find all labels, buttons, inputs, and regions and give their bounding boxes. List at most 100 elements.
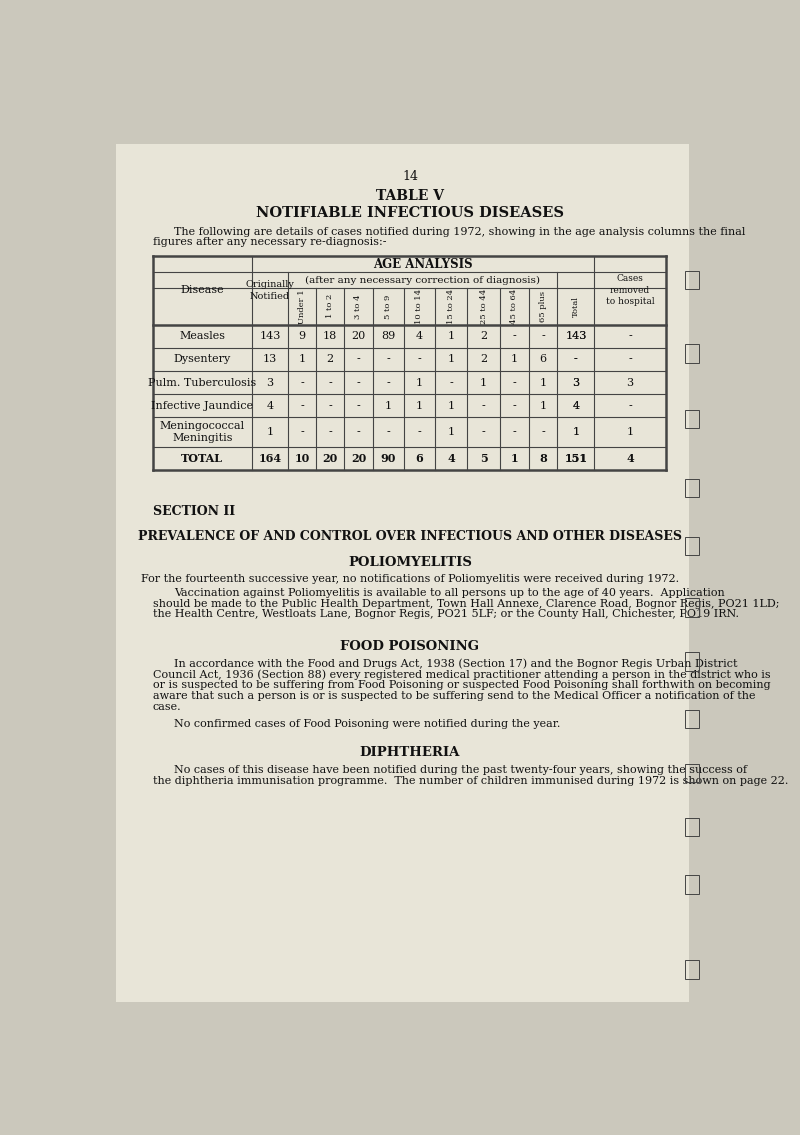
Text: 1: 1: [447, 401, 454, 411]
Text: 4: 4: [572, 401, 579, 411]
Text: -: -: [512, 378, 516, 387]
Text: 9: 9: [298, 331, 306, 342]
Text: 4: 4: [447, 453, 455, 463]
Text: In accordance with the Food and Drugs Act, 1938 (Section 17) and the Bognor Regi: In accordance with the Food and Drugs Ac…: [174, 658, 737, 669]
Text: 14: 14: [402, 170, 418, 183]
Text: 1: 1: [266, 427, 274, 437]
Text: 15 to 24: 15 to 24: [447, 288, 455, 323]
Text: POLIOMYELITIS: POLIOMYELITIS: [348, 555, 472, 569]
Text: 90: 90: [381, 453, 396, 463]
Text: 89: 89: [381, 331, 395, 342]
Text: 4: 4: [266, 401, 274, 411]
Text: case.: case.: [153, 701, 182, 712]
Bar: [685, 817, 699, 836]
Text: -: -: [357, 378, 360, 387]
Text: 143: 143: [565, 331, 586, 342]
Text: FOOD POISONING: FOOD POISONING: [341, 640, 479, 654]
Bar: [685, 479, 699, 497]
Text: 1: 1: [539, 401, 546, 411]
Text: 45 to 64: 45 to 64: [510, 288, 518, 323]
Text: 2: 2: [326, 354, 334, 364]
Text: 1: 1: [480, 378, 487, 387]
Text: -: -: [512, 331, 516, 342]
Text: 164: 164: [258, 453, 282, 463]
Text: figures after any necessary re-diagnosis:-: figures after any necessary re-diagnosis…: [153, 237, 386, 247]
Text: 1 to 2: 1 to 2: [326, 294, 334, 319]
Text: Under 1: Under 1: [298, 289, 306, 323]
Text: Vaccination against Poliomyelitis is available to all persons up to the age of 4: Vaccination against Poliomyelitis is ava…: [174, 588, 724, 598]
Text: Pulm. Tuberculosis: Pulm. Tuberculosis: [148, 378, 257, 387]
Text: Total: Total: [572, 296, 580, 317]
Bar: [153, 255, 666, 470]
Text: should be made to the Public Health Department, Town Hall Annexe, Clarence Road,: should be made to the Public Health Depa…: [153, 598, 779, 608]
Text: 18: 18: [323, 331, 338, 342]
Text: 2: 2: [480, 331, 487, 342]
Text: -: -: [301, 378, 304, 387]
Text: -: -: [628, 354, 632, 364]
Text: Meningococcal
Meningitis: Meningococcal Meningitis: [160, 421, 245, 443]
Text: -: -: [574, 354, 578, 364]
Text: 3: 3: [572, 378, 579, 387]
Text: PREVALENCE OF AND CONTROL OVER INFECTIOUS AND OTHER DISEASES: PREVALENCE OF AND CONTROL OVER INFECTIOU…: [138, 530, 682, 544]
Text: 4: 4: [572, 401, 579, 411]
Text: -: -: [482, 401, 486, 411]
Text: -: -: [541, 331, 545, 342]
Text: Infective Jaundice: Infective Jaundice: [151, 401, 254, 411]
Text: 1: 1: [626, 427, 634, 437]
Text: 65 plus: 65 plus: [539, 291, 547, 322]
Text: 151: 151: [564, 453, 587, 463]
Text: 13: 13: [263, 354, 278, 364]
Text: 1: 1: [510, 354, 518, 364]
Text: 1: 1: [385, 401, 392, 411]
Text: -: -: [541, 427, 545, 437]
Text: 1: 1: [572, 427, 579, 437]
Text: -: -: [418, 354, 421, 364]
Text: 1: 1: [447, 331, 454, 342]
Text: 10 to 14: 10 to 14: [415, 288, 423, 323]
Text: 20: 20: [351, 453, 366, 463]
Text: 25 to 44: 25 to 44: [480, 288, 488, 323]
Text: (after any necessary correction of diagnosis): (after any necessary correction of diagn…: [306, 276, 540, 285]
Text: 10: 10: [294, 453, 310, 463]
Text: Originally
Notified: Originally Notified: [246, 280, 294, 301]
Text: -: -: [628, 401, 632, 411]
Text: DIPHTHERIA: DIPHTHERIA: [360, 747, 460, 759]
Text: 5: 5: [480, 453, 487, 463]
Text: -: -: [386, 354, 390, 364]
Text: -: -: [357, 427, 360, 437]
Text: 1: 1: [572, 427, 579, 437]
Text: 1: 1: [539, 378, 546, 387]
Text: 3: 3: [572, 378, 579, 387]
Text: Dysentery: Dysentery: [174, 354, 231, 364]
Text: 143: 143: [259, 331, 281, 342]
Text: -: -: [357, 401, 360, 411]
Text: -: -: [386, 427, 390, 437]
Text: -: -: [301, 427, 304, 437]
Text: -: -: [512, 401, 516, 411]
Text: TABLE V: TABLE V: [376, 190, 444, 203]
Text: 20: 20: [351, 331, 366, 342]
Text: Measles: Measles: [179, 331, 226, 342]
Bar: [685, 344, 699, 362]
Bar: [685, 653, 699, 671]
Text: the Health Centre, Westloats Lane, Bognor Regis, PO21 5LF; or the County Hall, C: the Health Centre, Westloats Lane, Bogno…: [153, 609, 738, 620]
Text: 6: 6: [539, 354, 546, 364]
Text: 3 to 4: 3 to 4: [354, 294, 362, 319]
Text: -: -: [418, 427, 421, 437]
Text: 143: 143: [565, 331, 586, 342]
Text: Disease: Disease: [181, 285, 224, 295]
Text: -: -: [450, 378, 453, 387]
Bar: [685, 960, 699, 978]
Text: Cases
removed
to hospital: Cases removed to hospital: [606, 274, 654, 306]
Text: 3: 3: [626, 378, 634, 387]
Text: -: -: [357, 354, 360, 364]
Text: -: -: [386, 378, 390, 387]
Text: 4: 4: [626, 453, 634, 463]
Text: 6: 6: [415, 453, 423, 463]
Text: -: -: [628, 331, 632, 342]
Text: 1: 1: [298, 354, 306, 364]
Text: TOTAL: TOTAL: [182, 453, 223, 463]
Text: 1: 1: [510, 453, 518, 463]
Text: For the fourteenth successive year, no notifications of Poliomyelitis were recei: For the fourteenth successive year, no n…: [141, 574, 679, 583]
Bar: [685, 764, 699, 782]
